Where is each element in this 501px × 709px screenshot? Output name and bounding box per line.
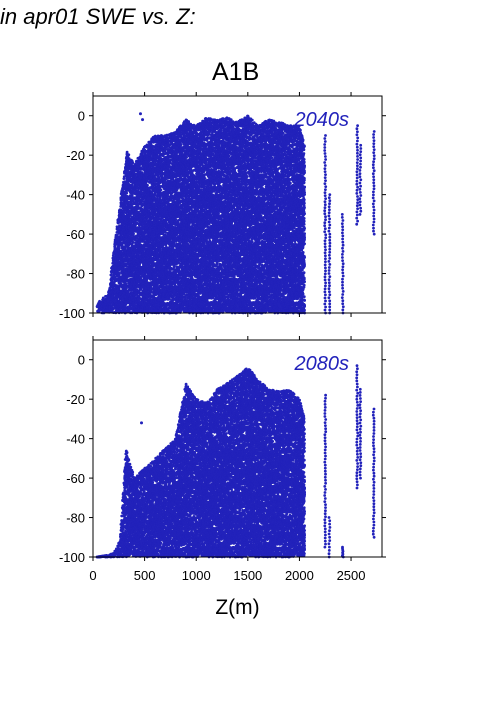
data-point: [127, 153, 130, 156]
data-point: [110, 273, 113, 276]
data-point: [141, 171, 144, 174]
data-point: [131, 162, 134, 165]
data-points: [96, 112, 376, 314]
data-point: [132, 241, 135, 244]
data-point: [146, 184, 149, 187]
data-point: [132, 232, 135, 235]
data-point: [127, 201, 130, 204]
data-point: [125, 192, 128, 195]
